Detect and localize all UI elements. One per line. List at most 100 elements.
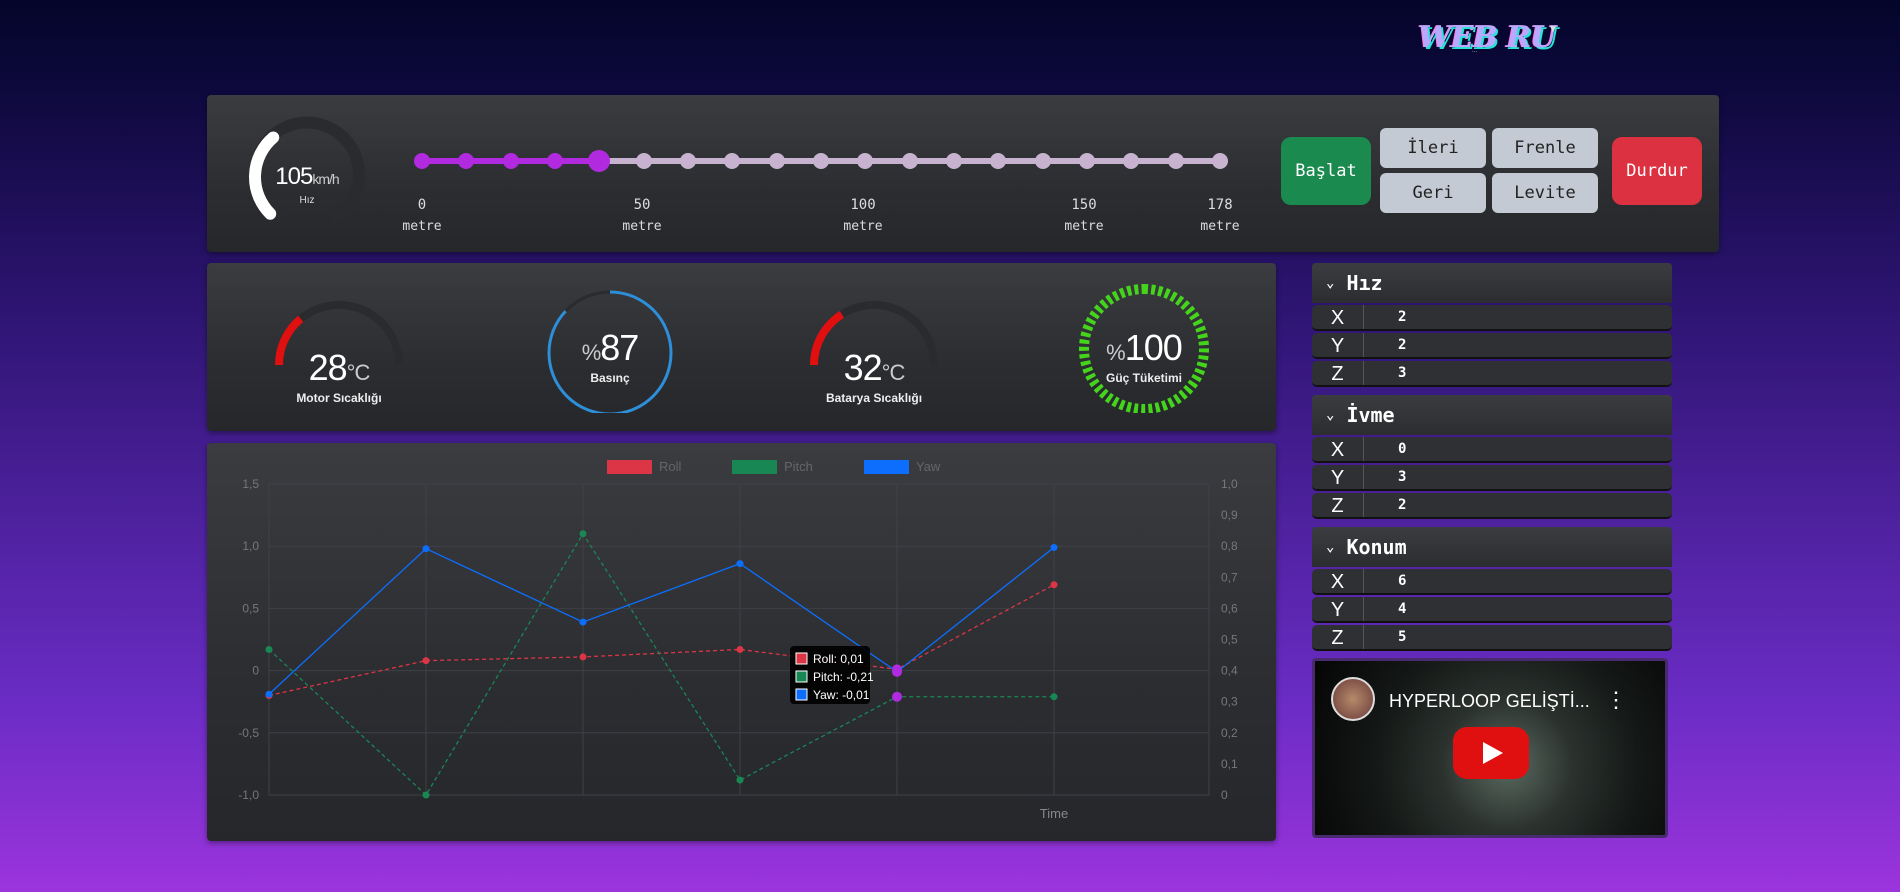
motor-temp-label: Motor Sıcaklığı	[296, 391, 382, 405]
legend-label[interactable]: Pitch	[784, 459, 813, 474]
tooltip-swatch	[795, 652, 808, 665]
data-point[interactable]	[892, 666, 902, 677]
data-point[interactable]	[422, 657, 430, 665]
y-right-tick-label: 0,4	[1221, 664, 1238, 678]
data-point[interactable]	[579, 653, 587, 661]
pressure-gauge: %87 Basınç	[535, 283, 685, 416]
data-point[interactable]	[422, 791, 430, 799]
data-point[interactable]	[579, 530, 587, 538]
legend-label[interactable]: Yaw	[916, 459, 941, 474]
series-line-pitch	[268, 532, 1054, 797]
stop-button[interactable]: Durdur	[1612, 137, 1702, 205]
battery-temp-gauge: 32°C Batarya Sıcaklığı	[799, 283, 949, 413]
chart-tooltip: Roll: 0,01 Pitch: -0,21 Yaw: -0,01	[790, 646, 874, 704]
sensor-gauges-panel: 28°C Motor Sıcaklığı %87 Basınç 32°C Bat…	[207, 263, 1276, 431]
motor-temp-value: 28°C	[308, 347, 371, 388]
power-label: Güç Tüketimi	[1105, 371, 1182, 385]
channel-avatar[interactable]	[1331, 677, 1375, 721]
tooltip-line: Roll: 0,01	[813, 652, 864, 666]
data-point[interactable]	[892, 691, 902, 702]
data-point[interactable]	[736, 776, 744, 784]
motor-temp-gauge: 28°C Motor Sıcaklığı	[264, 283, 414, 413]
start-button[interactable]: Başlat	[1281, 137, 1371, 205]
y-left-tick-label: 0	[252, 664, 259, 678]
track-tick-unit: metre	[843, 219, 883, 234]
battery-temp-label: Batarya Sıcaklığı	[825, 391, 923, 405]
chevron-down-icon: ⌄	[1326, 275, 1335, 291]
orientation-chart[interactable]: 1,5 1,0 0,5 0 -0,5 -1,0 1,0 0,9 0,8 0,7 0,6 0,5 0,4 0…	[207, 443, 1276, 841]
more-options-icon[interactable]: ⋮	[1605, 687, 1627, 712]
legend-swatch[interactable]	[864, 460, 909, 474]
data-point[interactable]	[265, 690, 273, 698]
track-tick-label: 150	[1071, 197, 1097, 213]
data-point[interactable]	[579, 618, 587, 626]
track-tick-label: 100	[850, 197, 876, 213]
chevron-down-icon[interactable]: ▼	[1548, 24, 1558, 35]
y-right-tick-label: 0,1	[1221, 757, 1238, 771]
power-gauge: %100 Güç Tüketimi	[1069, 283, 1219, 414]
track-point	[990, 153, 1007, 169]
y-left-tick-label: 1,5	[242, 477, 259, 491]
forward-button[interactable]: İleri	[1380, 128, 1486, 168]
position-section-header[interactable]: ⌄ Konum	[1312, 527, 1672, 567]
track-point	[414, 153, 430, 169]
track-tick-unit: metre	[402, 219, 442, 234]
tooltip-swatch	[795, 688, 808, 701]
y-left-tick-label: -0,5	[238, 726, 259, 740]
speed-gauge: 105km/h Hız	[247, 115, 367, 235]
track-point	[857, 153, 874, 169]
series-line-yaw	[268, 546, 1055, 695]
legend-swatch[interactable]	[607, 460, 652, 474]
data-point[interactable]	[736, 560, 744, 568]
track-tick-unit: metre	[1200, 219, 1240, 234]
data-point[interactable]	[1050, 543, 1058, 551]
video-title[interactable]: HYPERLOOP GELİŞTİ...	[1389, 691, 1590, 711]
orientation-chart-panel: 1,5 1,0 0,5 0 -0,5 -1,0 1,0 0,9 0,8 0,7 0,6 0,5 0,4 0…	[207, 443, 1276, 841]
speed-section-header[interactable]: ⌄ Hız	[1312, 263, 1672, 303]
data-point[interactable]	[265, 645, 273, 653]
y-right-tick-label: 0,9	[1221, 508, 1238, 522]
legend-label[interactable]: Roll	[659, 459, 682, 474]
pressure-value: %87	[581, 327, 640, 368]
y-right-tick-label: 0,2	[1221, 726, 1238, 740]
power-ring	[1079, 284, 1209, 414]
track-tick-unit: metre	[622, 219, 662, 234]
track-point	[588, 150, 611, 172]
track-point	[547, 153, 563, 169]
data-point[interactable]	[1050, 581, 1058, 589]
track-point	[635, 153, 652, 169]
data-point[interactable]	[422, 545, 430, 553]
logo-text: WEB RU	[1418, 20, 1556, 55]
logo-subtext: ...	[1472, 48, 1478, 54]
data-point[interactable]	[736, 645, 744, 653]
legend-swatch[interactable]	[732, 460, 777, 474]
logo[interactable]: WEB RU ... ▼	[1418, 18, 1558, 58]
track-point	[1034, 153, 1051, 169]
series-line-roll	[268, 584, 1055, 697]
track-point	[502, 153, 519, 169]
data-point[interactable]	[1050, 693, 1058, 701]
y-right-tick-label: 0,5	[1221, 633, 1238, 647]
x-axis-label: Time	[1040, 806, 1068, 821]
video-embed[interactable]: HYPERLOOP GELİŞTİ... ⋮	[1312, 658, 1668, 838]
tooltip-line: Yaw: -0,01	[813, 688, 870, 702]
track-point	[1079, 153, 1095, 169]
track-point	[680, 153, 696, 169]
play-icon[interactable]	[1453, 727, 1529, 779]
levitate-button[interactable]: Levite	[1492, 173, 1598, 213]
track-point	[1167, 153, 1184, 169]
back-button[interactable]: Geri	[1380, 173, 1486, 213]
brake-button[interactable]: Frenle	[1492, 128, 1598, 168]
track-point	[1123, 153, 1140, 169]
accel-section-header[interactable]: ⌄ İvme	[1312, 395, 1672, 435]
track-tick-label: 178	[1207, 197, 1233, 213]
track-point	[768, 153, 785, 169]
battery-temp-arc	[810, 301, 938, 366]
